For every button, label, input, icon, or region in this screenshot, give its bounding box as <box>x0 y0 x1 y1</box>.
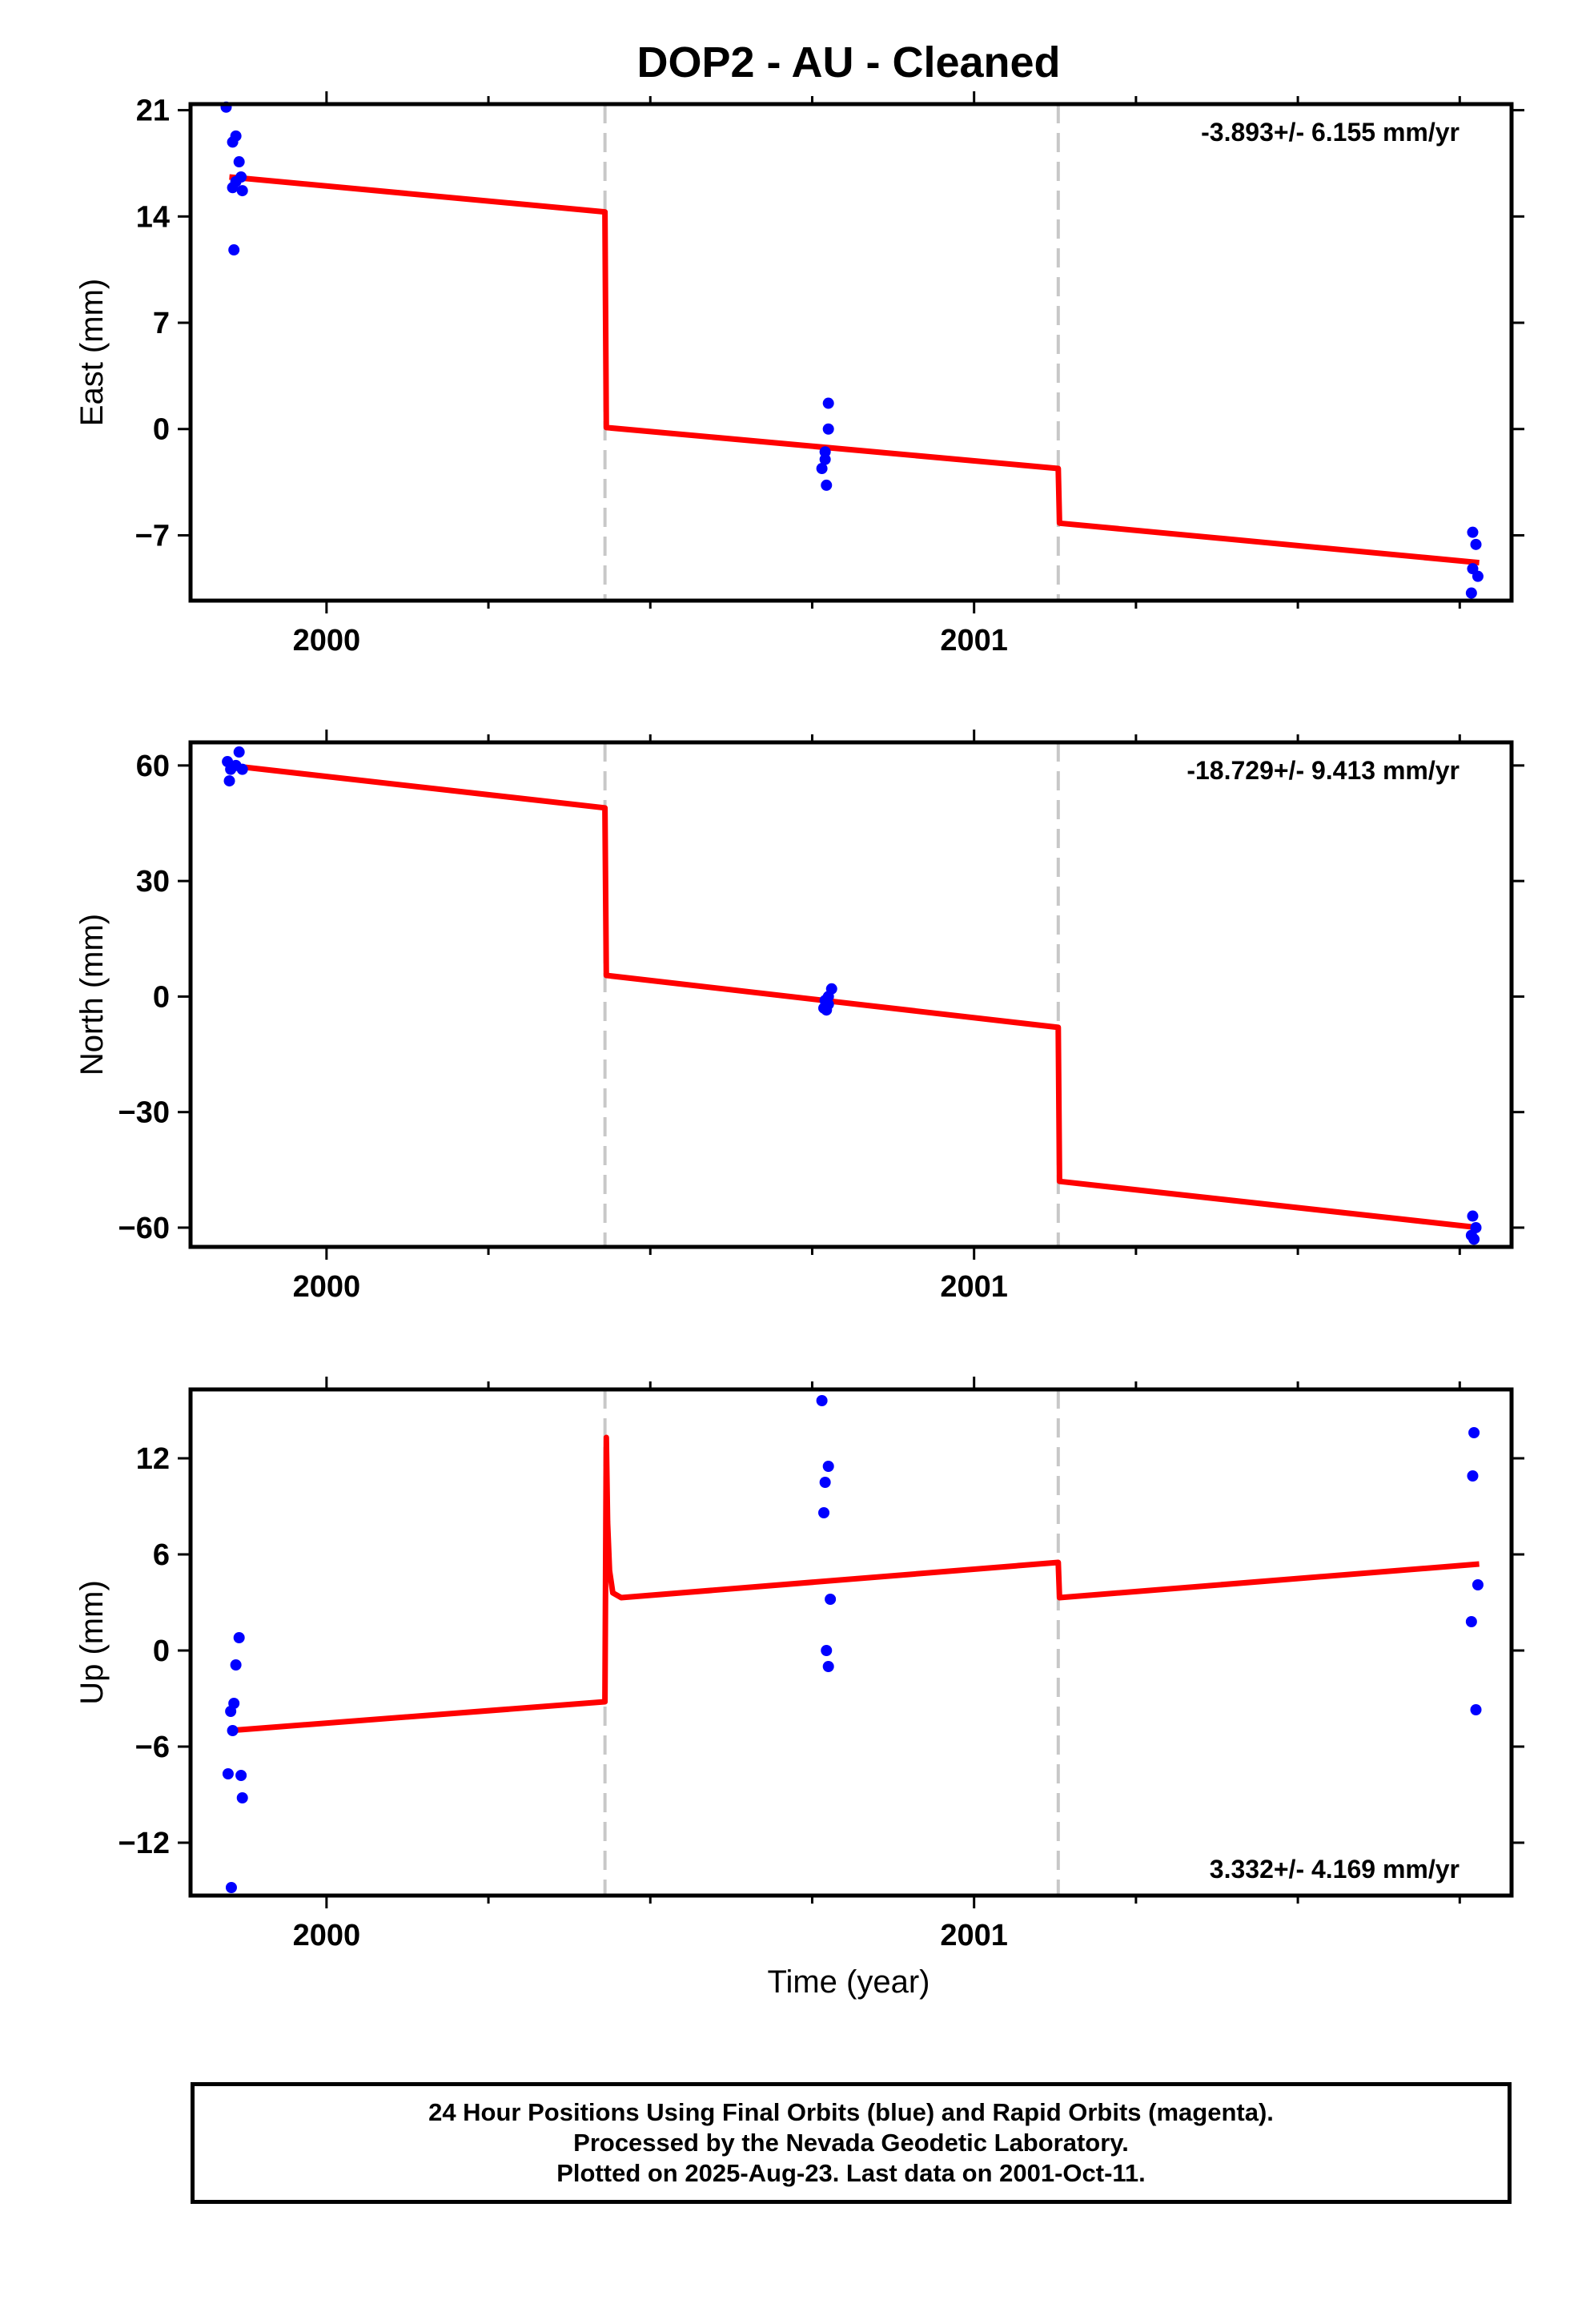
east-data-point <box>233 156 245 168</box>
up-y-tick-label: 0 <box>153 1634 170 1668</box>
up-panel: −12 −6 0 6 12 2000 2001 Up (mm) 3.332+/- 4.169 m… <box>74 1377 1524 1952</box>
up-x-tick-label: 2001 <box>940 1919 1008 1952</box>
up-data-point <box>1465 1616 1477 1627</box>
north-data-point <box>233 746 245 758</box>
up-data-point <box>822 1661 834 1672</box>
east-x-tick-label: 2000 <box>293 624 361 657</box>
north-data-point <box>1467 1210 1479 1222</box>
north-y-tick-label: 30 <box>136 865 170 899</box>
up-data-point <box>816 1395 828 1406</box>
footer-line-orbits: 24 Hour Positions Using Final Orbits (bl… <box>428 2098 1274 2126</box>
chart-title: DOP2 - AU - Cleaned <box>636 38 1060 86</box>
north-y-tick-label: 0 <box>153 980 170 1014</box>
east-x-tick-label: 2001 <box>940 624 1008 657</box>
up-model-line <box>229 1434 1480 1734</box>
north-plot-frame <box>188 740 1514 1249</box>
east-data-point <box>1472 570 1484 582</box>
east-panel: −7 0 7 14 21 2000 2001 East (mm) -3.893+/- 6.155… <box>74 91 1524 657</box>
east-y-tick-label: 0 <box>153 413 170 447</box>
up-data-point <box>230 1659 242 1671</box>
footer-info-box: 24 Hour Positions Using Final Orbits (bl… <box>191 2082 1512 2204</box>
north-panel: −60 −30 0 30 60 2000 2001 North (mm) -18.729+/- … <box>74 730 1524 1304</box>
up-data-point <box>233 1632 245 1643</box>
footer-line-plotted: Plotted on 2025-Aug-23. Last data on 200… <box>556 2159 1146 2187</box>
east-y-tick-label: 7 <box>153 307 170 340</box>
east-data-point <box>821 479 833 491</box>
east-data-point <box>819 453 831 465</box>
up-data-point <box>818 1507 830 1518</box>
up-data-point <box>235 1770 247 1781</box>
east-data-point <box>1470 538 1482 550</box>
up-rate-label: 3.332+/- 4.169 mm/yr <box>1210 1855 1460 1884</box>
east-y-tick-label: 14 <box>136 200 170 234</box>
up-y-tick-label: 6 <box>153 1538 170 1572</box>
north-data-point <box>1468 1233 1480 1245</box>
north-model-line <box>229 762 1480 1231</box>
north-data-point <box>223 775 235 787</box>
up-y-axis-label: Up (mm) <box>74 1580 110 1705</box>
north-x-tick-label: 2000 <box>293 1270 361 1304</box>
east-y-tick-label: −7 <box>135 519 170 553</box>
up-data-point <box>821 1645 833 1656</box>
footer-line-processed: Processed by the Nevada Geodetic Laborat… <box>573 2129 1129 2157</box>
east-rate-label: -3.893+/- 6.155 mm/yr <box>1201 118 1460 147</box>
up-data-point <box>222 1768 234 1779</box>
up-x-tick-label: 2000 <box>293 1919 361 1952</box>
east-data-point <box>236 185 248 197</box>
east-data-point <box>235 171 247 183</box>
north-y-tick-label: −60 <box>118 1212 170 1245</box>
up-data-point <box>1470 1704 1482 1715</box>
east-y-tick-label: 21 <box>136 94 170 128</box>
up-plot-frame <box>188 1387 1514 1898</box>
north-x-tick-label: 2001 <box>940 1270 1008 1304</box>
east-data-point <box>230 130 242 142</box>
north-data-point <box>821 1004 833 1016</box>
up-y-tick-label: −12 <box>118 1827 170 1860</box>
north-y-tick-label: −30 <box>118 1096 170 1130</box>
up-data-point <box>819 1477 831 1488</box>
up-data-point <box>227 1725 239 1736</box>
up-data-point <box>236 1792 248 1803</box>
east-data-point <box>228 244 240 256</box>
east-data-point <box>822 423 834 435</box>
up-data-point <box>1467 1470 1479 1482</box>
up-data-point <box>825 1594 837 1605</box>
up-data-point <box>822 1461 834 1472</box>
east-data-point <box>1467 526 1479 538</box>
north-y-axis-label: North (mm) <box>74 914 110 1076</box>
east-y-axis-label: East (mm) <box>74 279 110 426</box>
north-y-tick-label: 60 <box>136 750 170 783</box>
up-data-point <box>1472 1579 1484 1590</box>
up-y-tick-label: 12 <box>136 1442 170 1476</box>
east-data-point <box>1465 587 1477 599</box>
up-data-point <box>1468 1427 1480 1438</box>
east-model-line <box>229 174 1480 566</box>
north-rate-label: -18.729+/- 9.413 mm/yr <box>1186 756 1460 785</box>
up-data-point <box>225 1882 237 1893</box>
x-axis-label: Time (year) <box>768 1964 930 2000</box>
east-plot-frame <box>188 102 1514 603</box>
up-y-tick-label: −6 <box>135 1731 170 1764</box>
north-data-point <box>236 763 248 775</box>
east-data-point <box>816 463 828 475</box>
up-data-point <box>225 1706 237 1717</box>
east-data-point <box>822 397 834 409</box>
